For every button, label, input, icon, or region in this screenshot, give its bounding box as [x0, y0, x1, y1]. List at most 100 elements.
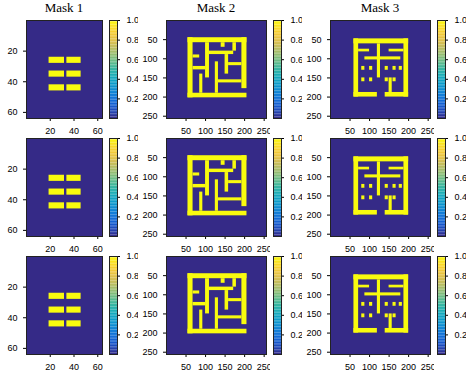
svg-text:20: 20 [45, 362, 55, 370]
svg-text:60: 60 [93, 244, 103, 252]
svg-text:0.2: 0.2 [291, 330, 303, 340]
svg-text:50: 50 [147, 153, 157, 163]
svg-text:150: 150 [306, 309, 321, 319]
svg-text:100: 100 [306, 290, 321, 300]
svg-text:0.6: 0.6 [291, 291, 303, 301]
svg-text:20: 20 [7, 282, 17, 292]
svg-text:0.2: 0.2 [455, 94, 467, 104]
svg-text:0.2: 0.2 [291, 94, 303, 104]
svg-text:150: 150 [382, 126, 397, 134]
svg-text:0.8: 0.8 [127, 153, 139, 163]
svg-text:0.8: 0.8 [127, 271, 139, 281]
svg-text:250: 250 [306, 111, 321, 121]
svg-text:0.4: 0.4 [291, 192, 303, 202]
svg-text:200: 200 [306, 92, 321, 102]
svg-text:1.0: 1.0 [127, 16, 139, 25]
svg-text:150: 150 [306, 73, 321, 83]
svg-text:100: 100 [198, 244, 213, 252]
svg-text:150: 150 [218, 126, 233, 134]
svg-text:1.0: 1.0 [127, 252, 139, 261]
svg-text:50: 50 [147, 35, 157, 45]
svg-text:50: 50 [311, 35, 321, 45]
svg-text:1.0: 1.0 [291, 16, 303, 25]
svg-text:40: 40 [7, 77, 17, 87]
svg-text:50: 50 [147, 271, 157, 281]
svg-text:100: 100 [306, 172, 321, 182]
svg-text:0.2: 0.2 [455, 330, 467, 340]
svg-text:150: 150 [382, 244, 397, 252]
svg-text:40: 40 [69, 126, 79, 134]
svg-text:1.0: 1.0 [455, 16, 467, 25]
svg-text:100: 100 [142, 54, 157, 64]
svg-text:0.4: 0.4 [291, 310, 303, 320]
svg-text:0.8: 0.8 [291, 35, 303, 45]
svg-text:1.0: 1.0 [455, 252, 467, 261]
svg-text:0.8: 0.8 [455, 153, 467, 163]
svg-text:200: 200 [401, 362, 416, 370]
svg-text:0.6: 0.6 [455, 55, 467, 65]
svg-text:100: 100 [362, 362, 377, 370]
svg-text:0.6: 0.6 [291, 55, 303, 65]
svg-text:50: 50 [181, 126, 191, 134]
svg-text:200: 200 [306, 210, 321, 220]
svg-text:250: 250 [306, 229, 321, 239]
svg-text:100: 100 [362, 244, 377, 252]
svg-text:250: 250 [142, 229, 157, 239]
svg-text:150: 150 [142, 309, 157, 319]
svg-text:100: 100 [306, 54, 321, 64]
svg-text:50: 50 [345, 126, 355, 134]
svg-text:0.6: 0.6 [127, 173, 139, 183]
svg-text:200: 200 [306, 328, 321, 338]
svg-text:0.4: 0.4 [127, 310, 139, 320]
svg-text:40: 40 [69, 362, 79, 370]
svg-text:50: 50 [181, 362, 191, 370]
svg-text:0.6: 0.6 [291, 173, 303, 183]
svg-text:60: 60 [7, 225, 17, 235]
svg-text:200: 200 [237, 244, 252, 252]
svg-text:1.0: 1.0 [291, 134, 303, 143]
svg-text:0.6: 0.6 [455, 173, 467, 183]
svg-text:50: 50 [181, 244, 191, 252]
svg-text:50: 50 [345, 244, 355, 252]
svg-text:40: 40 [69, 244, 79, 252]
svg-text:250: 250 [257, 126, 270, 134]
svg-text:0.4: 0.4 [455, 74, 467, 84]
svg-text:0.8: 0.8 [455, 35, 467, 45]
svg-text:100: 100 [142, 290, 157, 300]
svg-text:0.4: 0.4 [127, 74, 139, 84]
svg-text:1.0: 1.0 [127, 134, 139, 143]
svg-text:0.6: 0.6 [127, 55, 139, 65]
svg-text:0.4: 0.4 [455, 192, 467, 202]
svg-text:1.0: 1.0 [455, 134, 467, 143]
svg-text:200: 200 [142, 328, 157, 338]
svg-text:0.2: 0.2 [127, 94, 139, 104]
svg-text:20: 20 [7, 46, 17, 56]
svg-text:20: 20 [7, 164, 17, 174]
svg-text:250: 250 [421, 126, 434, 134]
svg-text:150: 150 [142, 191, 157, 201]
svg-text:60: 60 [93, 126, 103, 134]
svg-text:250: 250 [142, 347, 157, 357]
svg-text:250: 250 [306, 347, 321, 357]
svg-text:200: 200 [237, 126, 252, 134]
svg-text:0.2: 0.2 [455, 212, 467, 222]
svg-text:0.8: 0.8 [127, 35, 139, 45]
svg-text:50: 50 [311, 271, 321, 281]
svg-text:0.8: 0.8 [455, 271, 467, 281]
svg-text:0.6: 0.6 [127, 291, 139, 301]
svg-text:250: 250 [142, 111, 157, 121]
svg-text:50: 50 [311, 153, 321, 163]
svg-text:250: 250 [421, 362, 434, 370]
svg-text:150: 150 [382, 362, 397, 370]
svg-text:100: 100 [362, 126, 377, 134]
svg-text:250: 250 [257, 244, 270, 252]
svg-text:200: 200 [401, 126, 416, 134]
svg-text:0.4: 0.4 [291, 74, 303, 84]
svg-text:100: 100 [142, 172, 157, 182]
svg-text:150: 150 [218, 244, 233, 252]
svg-text:0.2: 0.2 [291, 212, 303, 222]
svg-text:60: 60 [7, 343, 17, 353]
svg-text:250: 250 [421, 244, 434, 252]
svg-text:0.4: 0.4 [455, 310, 467, 320]
svg-text:20: 20 [45, 244, 55, 252]
